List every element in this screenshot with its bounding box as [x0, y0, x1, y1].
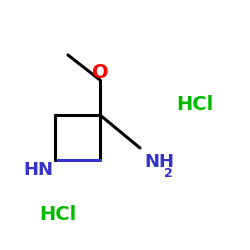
Text: HCl: HCl: [40, 206, 76, 225]
Text: HCl: HCl: [176, 96, 214, 114]
Text: O: O: [92, 62, 108, 82]
Text: 2: 2: [164, 167, 173, 180]
Text: HN: HN: [23, 161, 53, 179]
Text: NH: NH: [144, 153, 174, 171]
